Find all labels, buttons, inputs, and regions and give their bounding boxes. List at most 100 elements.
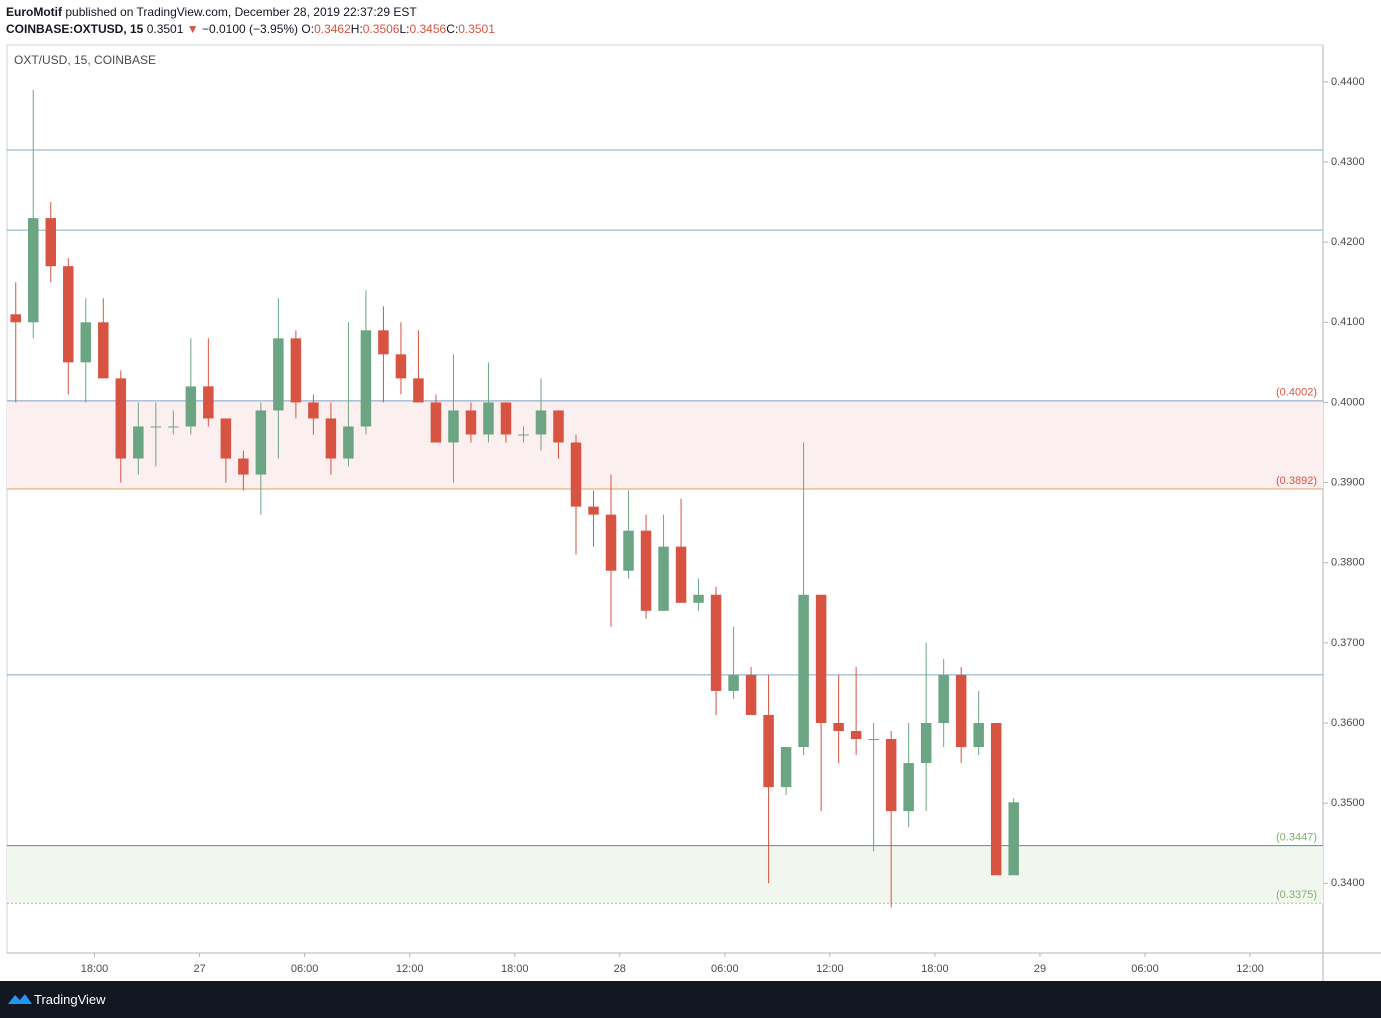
candle-body [815,594,827,723]
candle-body [203,386,214,419]
ohlc-value: 0.3462 [314,22,351,36]
candle-body [413,378,424,403]
ohlc: O:0.3462H:0.3506L:0.3456C:0.3501 [301,22,495,36]
y-tick-label: 0.4200 [1331,236,1365,248]
candle-body [588,506,599,515]
x-tick-label: 18:00 [501,963,529,975]
last: 0.3501 [146,22,184,36]
candle-body [640,530,652,611]
candle-body [570,442,582,507]
candle-body [133,426,144,459]
footer: TradingView [0,981,1381,1018]
candle-body [518,434,529,436]
level-label: (0.3375) [1276,889,1317,901]
ohlc-key: O: [301,22,315,36]
candle-body [465,410,477,435]
candle-body [920,722,932,764]
header: EuroMotif published on TradingView.com, … [6,4,495,38]
candle-body [273,338,284,411]
candle-body [220,418,232,459]
candle-body [45,218,57,267]
candle-body [500,402,512,435]
level-label: (0.3892) [1276,475,1317,487]
candle-body [833,722,844,732]
y-tick-label: 0.3600 [1331,717,1365,729]
candle-body [290,338,302,403]
candle-body [1008,802,1019,876]
candle-body [973,722,984,748]
candle-body [763,714,774,788]
y-tick-label: 0.4000 [1331,396,1365,408]
y-tick-label: 0.3900 [1331,476,1365,488]
candle-body [395,354,407,379]
x-tick-label: 06:00 [291,963,319,975]
candle-body [868,739,879,741]
candle-body [553,410,564,443]
ohlc-value: 0.3501 [458,22,495,36]
ohlc-key: H: [350,22,363,36]
chart: 0.3400 0.3500 0.3600 0.3700 0.3800 0.3900 0.40… [6,44,1381,981]
zone [7,845,1323,904]
change: −0.0100 (−3.95%) [201,22,299,36]
candle-body [360,330,372,427]
candle-body [63,266,74,363]
y-tick-label: 0.4100 [1331,316,1365,328]
candle-body [168,426,179,428]
candle-body [675,546,687,603]
candle-body [938,674,949,723]
y-tick-label: 0.3800 [1331,557,1365,569]
candle-body [903,763,914,812]
logo [8,994,32,1004]
candle-body [80,322,92,363]
ohlc-value: 0.3506 [362,22,400,36]
ohlc-value: 0.3456 [409,22,447,36]
candle-body [378,330,389,355]
x-tick-label: 29 [1034,963,1046,975]
y-tick-label: 0.3500 [1331,797,1365,809]
brand: TradingView [34,992,106,1007]
x-tick-label: 18:00 [81,963,109,975]
published: published on TradingView.com, December 2… [65,5,417,19]
candle-body [343,426,354,459]
candle-body [955,674,967,748]
arrow: ▼ [186,22,199,36]
x-tick-label: 27 [193,963,205,975]
y-tick-label: 0.3700 [1331,637,1365,649]
candle-body [605,514,617,571]
candle-body [430,402,442,443]
candle-body [990,722,1002,876]
candle-body [658,546,669,611]
plot-frame [6,44,1324,954]
level-label: (0.4002) [1276,387,1317,399]
symbol: COINBASE:OXTUSD, 15 [6,22,144,36]
candle-body [483,402,494,435]
ohlc-key: L: [399,22,410,36]
candle-body [448,410,459,443]
candle-body [238,458,249,475]
candle-body [798,594,809,748]
x-tick-label: 12:00 [1236,963,1264,975]
candle-body [850,731,862,740]
x-tick-label: 06:00 [711,963,739,975]
ohlc-key: C: [446,22,459,36]
candle-body [745,674,757,715]
candle-body [308,402,319,419]
candle-body [150,426,162,428]
x-tick-label: 18:00 [921,963,949,975]
x-tick-label: 12:00 [396,963,424,975]
quote-line: COINBASE:OXTUSD, 15 0.3501 ▼ −0.0100 (−3… [6,21,495,38]
candle-body [728,674,739,691]
candle-body [885,739,897,812]
candle-body [780,747,792,788]
candle-body [535,410,547,435]
candle-body [115,378,127,459]
author: EuroMotif [6,5,62,19]
y-tick-label: 0.3400 [1331,877,1365,889]
publish-line: EuroMotif published on TradingView.com, … [6,4,495,21]
x-tick-label: 12:00 [816,963,844,975]
candle-body [185,386,197,427]
candle-body [325,418,337,459]
x-tick-label: 06:00 [1131,963,1159,975]
y-tick-label: 0.4400 [1331,76,1365,88]
y-tick-label: 0.4300 [1331,156,1365,168]
